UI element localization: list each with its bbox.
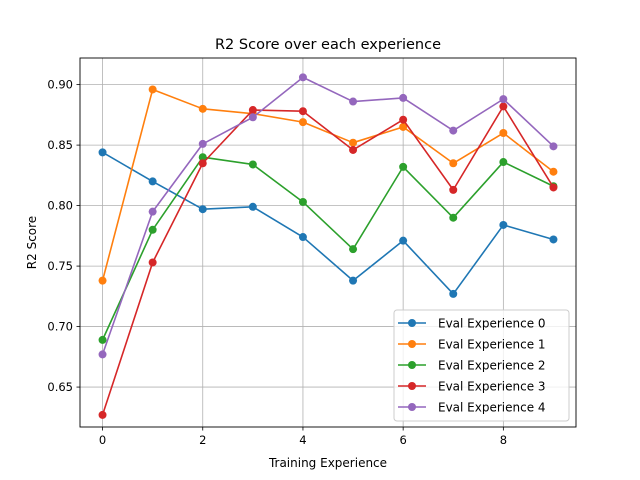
series-eval-experience-2 [98,153,558,344]
series-line [102,151,554,295]
data-point [549,142,558,151]
data-point [148,85,157,94]
legend-marker [408,319,416,327]
data-point [399,162,408,171]
data-point [349,245,358,254]
data-point [399,236,408,245]
data-point [349,276,358,285]
series [98,73,558,419]
y-tick-label: 0.85 [47,138,73,152]
series-eval-experience-0 [98,148,558,298]
data-point [248,113,257,122]
data-point [98,410,107,419]
y-tick-label: 0.70 [47,320,73,334]
data-point [349,138,358,147]
data-point [298,118,307,127]
data-point [349,97,358,106]
data-point [499,95,508,104]
data-point [298,107,307,116]
data-point [449,289,458,298]
legend-item-2: Eval Experience 2 [398,359,546,373]
legend-label: Eval Experience 3 [438,380,546,394]
y-axis-label: R2 Score [25,216,39,269]
chart-title: R2 Score over each experience [215,37,441,53]
data-point [449,126,458,135]
series-eval-experience-4 [98,73,558,359]
legend-item-1: Eval Experience 1 [398,338,546,352]
data-point [148,258,157,267]
x-tick-label: 2 [199,433,206,447]
series-line [101,76,555,355]
legend-marker [408,403,416,411]
y-tick-label: 0.65 [47,380,73,394]
data-point [449,185,458,194]
data-point [248,106,257,115]
data-point [248,202,257,211]
x-tick-label: 6 [399,433,406,447]
legend-marker [408,382,416,390]
x-tick-label: 8 [500,433,507,447]
data-point [98,276,107,285]
data-point [449,213,458,222]
data-point [449,159,458,168]
data-point [198,153,207,162]
data-point [198,104,207,113]
data-point [148,207,157,216]
y-tick-label: 0.80 [47,199,73,213]
legend-marker [408,361,416,369]
data-point [549,235,558,244]
data-point [148,225,157,234]
legend: Eval Experience 0 Eval Experience 1 Eval E… [393,309,570,422]
data-point [298,73,307,82]
series-line [101,105,555,416]
legend-item-4: Eval Experience 4 [398,401,546,415]
data-point [98,350,107,359]
data-point [549,167,558,176]
data-point [248,160,257,169]
plot-area-frame [79,57,577,428]
data-point [549,183,558,192]
data-point [198,139,207,148]
series-line [101,156,554,341]
legend-label: Eval Experience 1 [438,338,546,352]
data-point [399,115,408,124]
x-tick-label: 4 [299,433,306,447]
legend-item-3: Eval Experience 3 [398,380,546,394]
series-eval-experience-3 [98,102,558,419]
data-point [198,159,207,168]
y-tick-label: 0.90 [47,78,73,92]
legend-box [393,309,570,422]
data-point [399,93,408,102]
y-tick-label: 0.75 [47,259,73,273]
data-point [499,129,508,138]
legend-marker [408,340,416,348]
data-point [499,158,508,167]
data-point [98,148,107,157]
data-point [298,197,307,206]
data-point [198,205,207,214]
data-point [399,122,408,131]
legend-label: Eval Experience 4 [438,401,546,415]
data-point [349,145,358,154]
x-tick-label: 0 [99,433,106,447]
legend-label: Eval Experience 2 [438,359,546,373]
data-point [298,233,307,242]
data-point [499,102,508,111]
x-axis-label: Training Experience [268,456,387,470]
legend-label: Eval Experience 0 [438,317,546,331]
axis-ticks: 0 2 4 6 8 0.65 0.70 0.75 0.80 0.85 0.90 [47,78,507,447]
legend-item-0: Eval Experience 0 [398,317,546,331]
data-point [499,220,508,229]
data-point [98,335,107,344]
data-point [148,177,157,186]
